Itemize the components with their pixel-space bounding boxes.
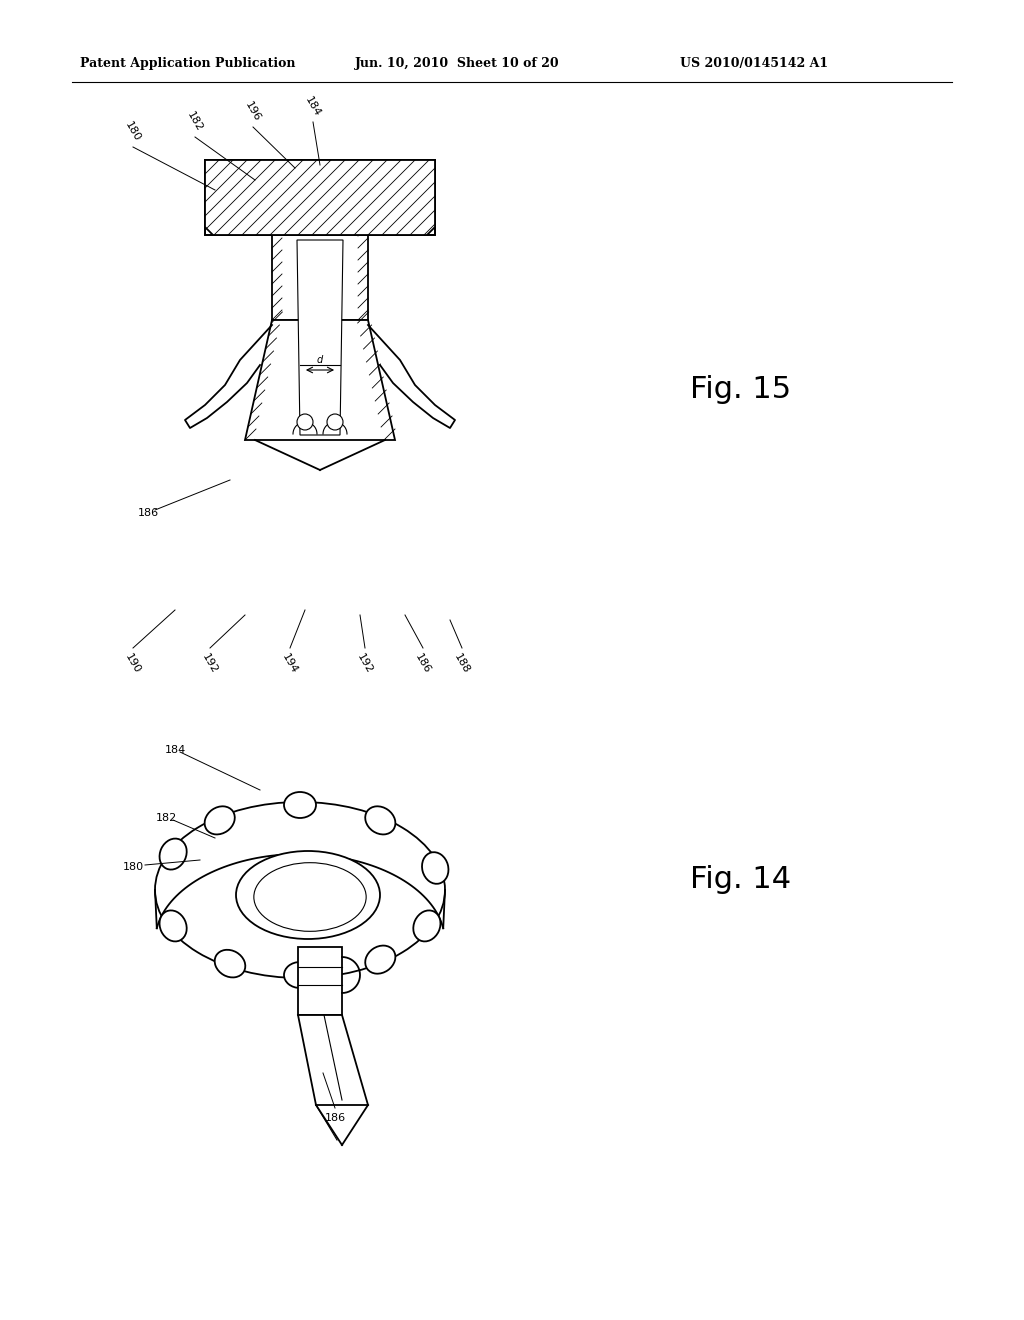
Text: 184: 184 — [303, 95, 323, 117]
Polygon shape — [245, 319, 395, 440]
Text: 186: 186 — [325, 1113, 345, 1123]
Text: Fig. 15: Fig. 15 — [690, 375, 792, 404]
Text: 182: 182 — [185, 110, 205, 133]
Text: 196: 196 — [244, 100, 262, 123]
Text: 192: 192 — [355, 652, 375, 676]
Text: 180: 180 — [123, 862, 143, 873]
Text: 186: 186 — [137, 508, 159, 517]
Ellipse shape — [422, 853, 449, 884]
Text: 186: 186 — [414, 652, 432, 676]
Text: US 2010/0145142 A1: US 2010/0145142 A1 — [680, 57, 828, 70]
Polygon shape — [205, 160, 435, 235]
Polygon shape — [297, 240, 343, 436]
Ellipse shape — [284, 792, 316, 818]
Ellipse shape — [366, 945, 395, 974]
Polygon shape — [205, 160, 435, 235]
Text: Fig. 14: Fig. 14 — [690, 866, 792, 895]
Polygon shape — [272, 235, 368, 319]
Text: d: d — [316, 355, 324, 366]
Ellipse shape — [205, 807, 234, 834]
Circle shape — [327, 414, 343, 430]
Text: 184: 184 — [165, 744, 185, 755]
Text: Patent Application Publication: Patent Application Publication — [80, 57, 296, 70]
Ellipse shape — [215, 950, 246, 977]
Ellipse shape — [155, 803, 445, 978]
Circle shape — [297, 414, 313, 430]
Text: 192: 192 — [201, 652, 219, 676]
Text: 182: 182 — [156, 813, 176, 822]
Text: 194: 194 — [281, 652, 300, 676]
Text: 180: 180 — [123, 120, 142, 143]
Polygon shape — [298, 1015, 368, 1105]
Ellipse shape — [236, 851, 380, 939]
Ellipse shape — [160, 838, 186, 870]
Text: 190: 190 — [123, 652, 142, 676]
Ellipse shape — [366, 807, 395, 834]
Polygon shape — [298, 946, 342, 1015]
Ellipse shape — [160, 911, 186, 941]
Text: Jun. 10, 2010  Sheet 10 of 20: Jun. 10, 2010 Sheet 10 of 20 — [355, 57, 560, 70]
Text: 188: 188 — [453, 652, 472, 676]
Ellipse shape — [414, 911, 440, 941]
Ellipse shape — [284, 962, 316, 987]
